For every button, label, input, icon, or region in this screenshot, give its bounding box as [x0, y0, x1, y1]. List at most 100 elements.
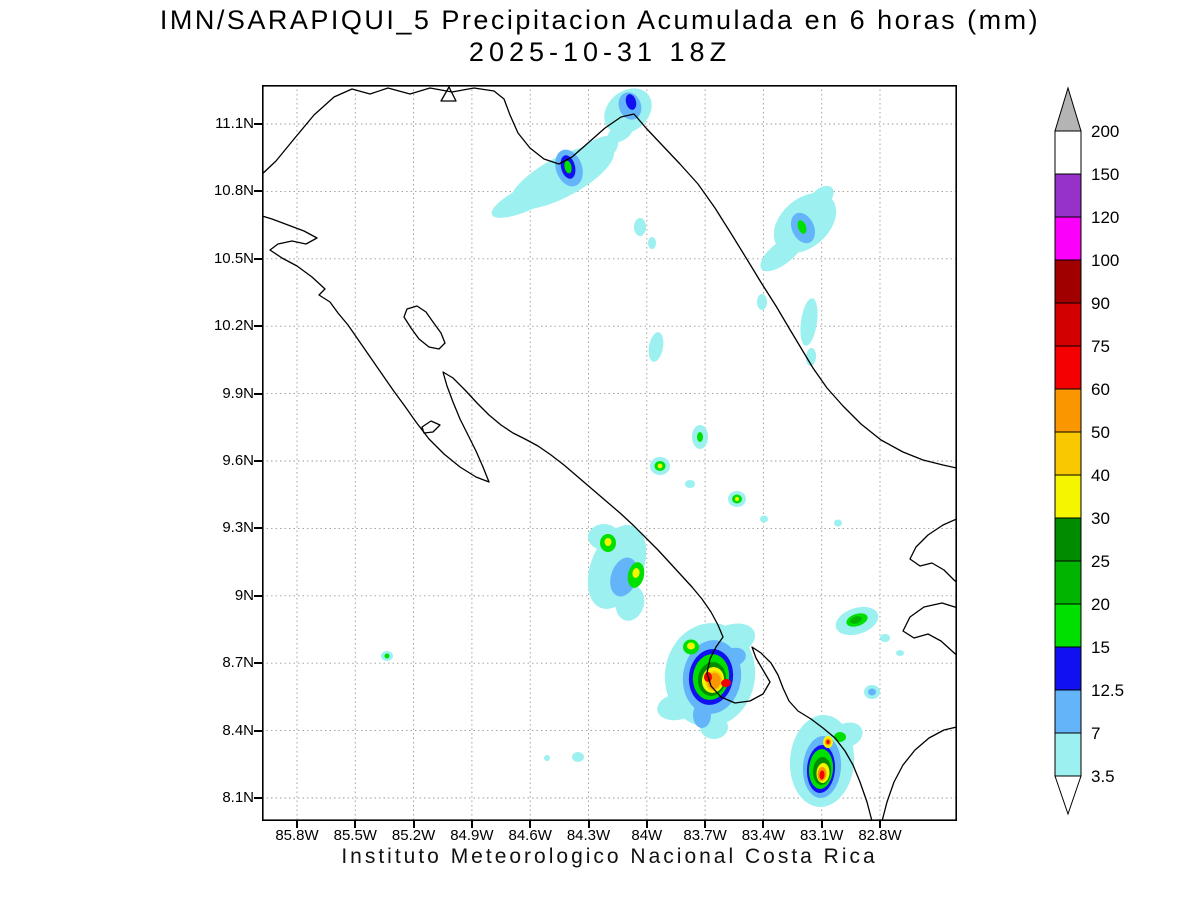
- precip-blob-3.5mm: [760, 234, 804, 272]
- colorbar-band: [1054, 259, 1082, 304]
- precip-blob-15mm: [564, 160, 572, 174]
- colorbar-tick-label: 20: [1091, 595, 1110, 614]
- colorbar-tick-label: 60: [1091, 380, 1110, 399]
- lat-tick-label: 8.1N: [222, 789, 254, 806]
- colorbar-tick-label: 15: [1091, 638, 1110, 657]
- coastline: [902, 602, 962, 660]
- precip-blob-30mm: [687, 642, 695, 650]
- lon-tick: [704, 821, 707, 828]
- lat-tick: [254, 797, 262, 799]
- colorbar-tick-label: 30: [1091, 509, 1110, 528]
- coastline: [909, 516, 962, 587]
- lat-tick-label: 8.4N: [222, 721, 254, 739]
- colorbar-tick-label: 7: [1091, 724, 1100, 743]
- precip-blob-60mm: [826, 740, 830, 744]
- lat-tick: [254, 594, 262, 597]
- colorbar-tick-label: 12.5: [1091, 681, 1124, 700]
- precip-blob-3.5mm: [808, 185, 834, 211]
- lat-tick-label: 10.8N: [213, 182, 254, 200]
- colorbar-tick-label: 150: [1091, 165, 1119, 184]
- lon-tick: [645, 821, 648, 828]
- precip-blob-15mm: [834, 732, 846, 742]
- precip-blob-30mm: [735, 497, 739, 501]
- lat-tick: [254, 662, 262, 665]
- lat-tick: [254, 190, 262, 193]
- colorbar-band: [1054, 345, 1082, 390]
- lon-tick-label: 84.3W: [566, 827, 611, 844]
- colorbar-triangle-top: [1054, 86, 1082, 132]
- coastline: [421, 420, 441, 434]
- precip-blob-12.5mm: [625, 94, 637, 110]
- lon-tick: [470, 821, 473, 828]
- lat-tick: [254, 460, 262, 462]
- colorbar-triangle-bottom: [1054, 775, 1082, 816]
- colorbar-band: [1054, 302, 1082, 347]
- colorbar-tick-label: 120: [1091, 208, 1119, 227]
- colorbar-tick-label: 40: [1091, 466, 1110, 485]
- precip-blob-3.5mm: [648, 237, 656, 249]
- colorbar: 200 150 120 100 90 75 60 50 40 30 25 20 15 12.5 7 3.5: [1053, 86, 1183, 831]
- colorbar-band: [1054, 431, 1082, 476]
- lon-tick-label: 83.1W: [800, 827, 844, 844]
- colorbar-band: [1054, 388, 1082, 433]
- colorbar-band: [1054, 216, 1082, 261]
- colorbar-tick-label: 25: [1091, 552, 1110, 571]
- colorbar-svg: 200 150 120 100 90 75 60 50 40 30 25 20 15 12.5 7 3.5: [1054, 86, 1124, 816]
- colorbar-tick-label: 90: [1091, 294, 1110, 313]
- precip-blob-20mm: [850, 616, 862, 624]
- lon-tick-label: 84.6W: [508, 827, 552, 844]
- map-plot-area: [258, 85, 962, 826]
- precip-blob-3.5mm: [569, 135, 619, 175]
- lon-tick-label: 83.4W: [741, 827, 786, 844]
- precip-blob-30mm: [604, 538, 612, 546]
- colorbar-tick-label: 200: [1091, 122, 1119, 141]
- colorbar-band: [1054, 603, 1082, 648]
- lon-tick-label: 83.7W: [683, 827, 727, 844]
- colorbar-band: [1054, 689, 1082, 734]
- map-frame: [262, 85, 958, 822]
- precip-blob-3.5mm: [657, 693, 697, 721]
- precip-blob-3.5mm: [491, 176, 569, 218]
- lat-tick: [254, 729, 262, 732]
- precip-blob-15mm: [797, 220, 807, 234]
- precip-blob-3.5mm: [544, 755, 550, 761]
- map-svg: [258, 85, 962, 826]
- lat-tick: [254, 325, 262, 328]
- colorbar-band: [1054, 646, 1082, 691]
- coastline: [258, 87, 962, 470]
- precip-blob-3.5mm: [834, 519, 842, 527]
- precip-blob-60mm: [721, 678, 731, 688]
- lon-tick: [879, 821, 881, 828]
- precip-blob-3.5mm: [880, 634, 890, 642]
- lat-tick-label: 9.3N: [222, 519, 254, 537]
- lat-tick: [254, 257, 262, 260]
- coastline: [258, 214, 874, 826]
- colorbar-band: [1054, 173, 1082, 218]
- lat-tick-label: 9.9N: [222, 384, 254, 402]
- precip-blob-7mm: [868, 688, 876, 696]
- colorbar-tick-label: 100: [1091, 251, 1119, 270]
- lon-tick-label: 85.8W: [275, 827, 319, 844]
- chart-title: IMN/SARAPIQUI_5 Precipitacion Acumulada …: [159, 5, 1041, 35]
- precip-blob-3.5mm: [572, 752, 584, 762]
- colorbar-band: [1054, 560, 1082, 605]
- precip-blob-3.5mm: [685, 480, 695, 488]
- coastline: [403, 305, 446, 350]
- colorbar-band: [1054, 732, 1082, 777]
- coastline: [880, 725, 962, 826]
- lat-tick-label: 11.1N: [215, 115, 254, 132]
- lon-tick-label: 84.9W: [450, 827, 494, 844]
- precip-blob-3.5mm: [648, 332, 664, 362]
- lon-tick: [412, 821, 415, 828]
- lon-tick-label: 84W: [631, 827, 663, 844]
- colorbar-tick-label: 75: [1091, 337, 1110, 356]
- coastline: [440, 86, 457, 102]
- precip-blob-15mm: [384, 653, 390, 659]
- colorbar-tick-label: 50: [1091, 423, 1110, 442]
- precip-blob-3.5mm: [760, 515, 768, 523]
- lon-tick: [529, 821, 532, 828]
- precip-blob-3.5mm: [757, 294, 767, 310]
- precip-blob-30mm: [632, 568, 640, 578]
